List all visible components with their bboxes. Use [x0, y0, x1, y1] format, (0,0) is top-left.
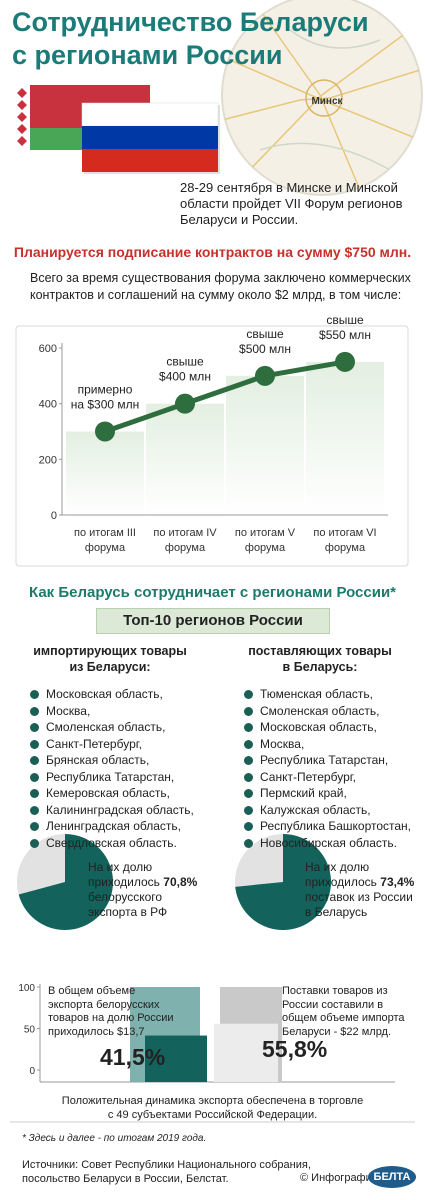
line: [104, 359, 346, 434]
region-item: Санкт-Петербург,: [30, 736, 194, 753]
y-tick-label: 100: [18, 983, 35, 994]
pie-value-label: 70,8%: [163, 875, 198, 889]
region-item: Республика Башкортостан,: [244, 818, 411, 835]
region-item: Новосибирская область.: [244, 835, 411, 852]
russia-flag: [81, 102, 220, 174]
value-label: примерно на $300 млн: [71, 383, 140, 412]
region-list: Московская область, Москва, Смоленская обл…: [30, 686, 194, 851]
bar: [145, 1035, 207, 1082]
region-item: Республика Татарстан,: [244, 752, 411, 769]
value-label: свыше $550 млн: [319, 313, 371, 342]
point: [175, 393, 195, 414]
map: [221, 0, 423, 196]
section-title: Как Беларусь сотрудничает с регионами Ро…: [28, 584, 397, 601]
x-tick-label: по итогам III форума: [74, 527, 136, 554]
top-box: Топ-10 регионов России: [96, 608, 330, 634]
y-tick-label: 50: [24, 1025, 36, 1036]
region-item: Тюменская область,: [244, 686, 411, 703]
point: [335, 351, 355, 372]
column-shade: [146, 403, 224, 515]
value-label: свыше $400 млн: [159, 355, 211, 384]
x-tick-label: по итогам VI форума: [313, 527, 376, 554]
logo: БЕЛТА: [368, 1166, 416, 1188]
region-item: Свердловская область.: [30, 835, 194, 852]
region-item: Смоленская область,: [244, 703, 411, 720]
column-shade: [66, 431, 144, 515]
bar: [214, 1023, 278, 1082]
region-item: Москва,: [244, 736, 411, 753]
x-tick-label: по итогам IV форума: [153, 527, 217, 554]
sources: Источники: Совет Республики Национальног…: [22, 1159, 311, 1185]
summary: Положительная динамика экспорта обеспече…: [61, 1095, 364, 1121]
map-label: Минск: [311, 96, 343, 107]
pie-text-part: белорусского экспорта в РФ: [88, 890, 168, 919]
y-tick-label: 200: [39, 454, 57, 466]
pie-text: На их долю приходилось 73,4% поставок из…: [305, 860, 414, 920]
region-item: Пермский край,: [244, 785, 411, 802]
point: [255, 365, 275, 386]
headline: Планируется подписание контрактов на сум…: [13, 244, 412, 260]
region-item: Санкт-Петербург,: [244, 769, 411, 786]
credit: © Инфографика: [300, 1172, 383, 1184]
pie-text-part: На их долю приходилось: [88, 860, 160, 889]
intro: 28-29 сентября в Минске и Минской област…: [180, 180, 403, 227]
column-shade: [226, 375, 304, 515]
region-item: Московская область,: [30, 686, 194, 703]
column-heading: поставляющих товары в Беларусь:: [248, 644, 392, 674]
lead: Всего за время существования форума закл…: [30, 271, 411, 302]
region-item: Москва,: [30, 703, 194, 720]
column-shade: [306, 361, 384, 515]
region-item: Калужская область,: [244, 802, 411, 819]
region-item: Ленинградская область,: [30, 818, 194, 835]
chart-frame: [15, 325, 409, 567]
region-item: Кемеровская область,: [30, 785, 194, 802]
bar-value-label: 41,5%: [100, 1044, 166, 1070]
point: [95, 421, 115, 442]
pie-text-part: поставок из России в Беларусь: [305, 890, 413, 919]
region-item: Брянская область,: [30, 752, 194, 769]
bar-value-label: 55,8%: [262, 1036, 328, 1062]
title: Сотрудничество Беларуси с регионами Росс…: [12, 7, 369, 70]
pie-text-part: На их долю приходилось: [305, 860, 377, 889]
region-list: Тюменская область, Смоленская область, Мос…: [244, 686, 411, 851]
y-tick-label: 400: [39, 399, 57, 411]
bar-text: Поставки товаров из России составили в о…: [282, 985, 405, 1038]
region-item: Республика Татарстан,: [30, 769, 194, 786]
pie-slice: [18, 834, 114, 930]
footnote: * Здесь и далее - по итогам 2019 года.: [22, 1133, 207, 1144]
value-label: свыше $500 млн: [239, 327, 291, 356]
region-item: Московская область,: [244, 719, 411, 736]
column-heading: импортирующих товары из Беларуси:: [33, 644, 187, 674]
y-tick-label: 0: [51, 510, 57, 522]
region-item: Смоленская область,: [30, 719, 194, 736]
pie-slice: [235, 834, 332, 931]
y-tick-label: 0: [29, 1066, 35, 1077]
region-item: Калининградская область,: [30, 802, 194, 819]
bar-text: В общем объеме экспорта белорусских това…: [48, 985, 174, 1038]
y-tick-label: 600: [39, 343, 57, 355]
pie-value-label: 73,4%: [380, 875, 415, 889]
pie-text: На их долю приходилось 70,8% белорусског…: [88, 860, 197, 920]
